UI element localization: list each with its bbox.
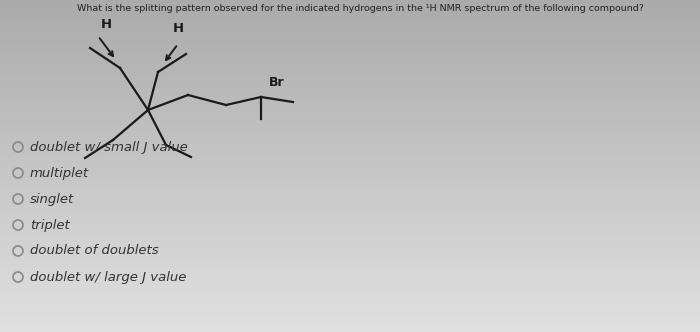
Text: singlet: singlet bbox=[30, 193, 74, 206]
Text: Br: Br bbox=[269, 76, 285, 90]
Text: What is the splitting pattern observed for the indicated hydrogens in the ¹H NMR: What is the splitting pattern observed f… bbox=[76, 4, 643, 13]
Text: doublet of doublets: doublet of doublets bbox=[30, 244, 159, 258]
Text: doublet w/ small J value: doublet w/ small J value bbox=[30, 140, 188, 153]
Text: triplet: triplet bbox=[30, 218, 70, 231]
Text: multiplet: multiplet bbox=[30, 167, 89, 180]
Text: doublet w/ large J value: doublet w/ large J value bbox=[30, 271, 186, 284]
Text: H: H bbox=[172, 22, 183, 35]
Text: H: H bbox=[100, 18, 111, 31]
